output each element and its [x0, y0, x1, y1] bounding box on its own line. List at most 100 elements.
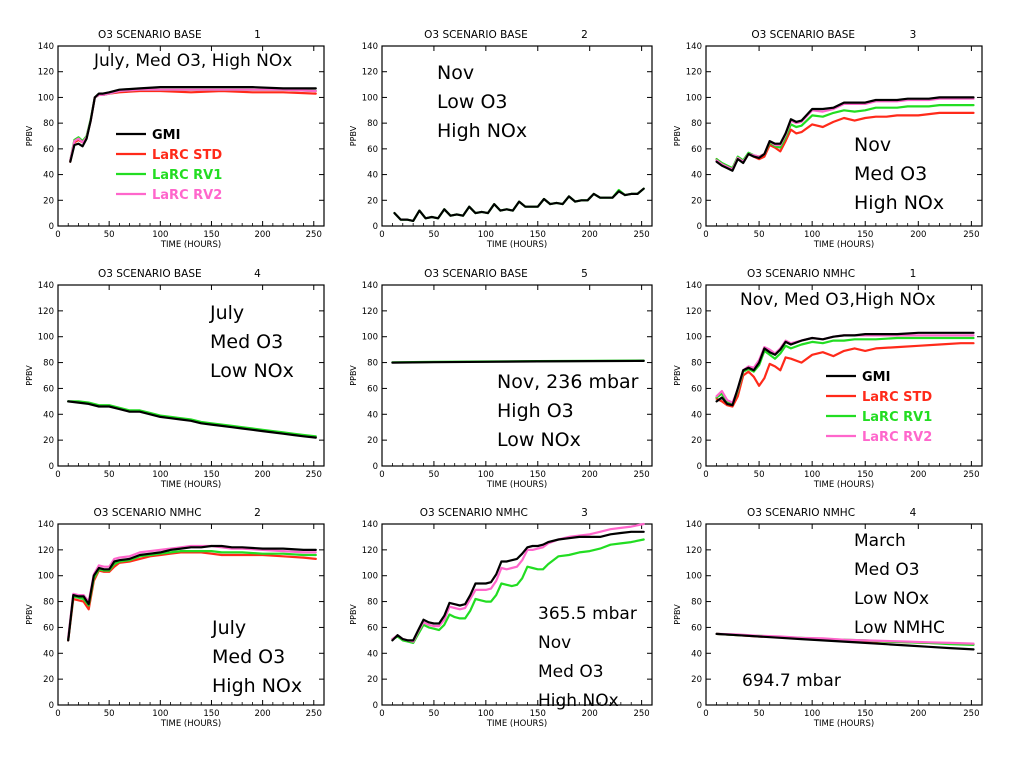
y-tick-label: 120: [362, 546, 378, 556]
legend-label: LaRC RV2: [862, 430, 932, 445]
y-tick-label: 140: [362, 520, 378, 530]
series-line-larc-std: [715, 342, 975, 408]
y-tick-label: 0: [697, 701, 702, 711]
x-tick-label: 200: [910, 709, 926, 719]
x-axis-label: TIME (HOURS): [160, 480, 221, 490]
annotation: Nov: [538, 633, 571, 653]
x-tick-label: 100: [152, 470, 168, 480]
y-tick-label: 100: [362, 93, 378, 103]
series-line-gmi: [715, 632, 975, 651]
annotation: High NOx: [538, 691, 619, 711]
x-tick-label: 100: [152, 709, 168, 719]
annotation: Nov, 236 mbar: [497, 371, 639, 393]
y-tick-label: 60: [43, 623, 54, 633]
y-tick-label: 0: [373, 222, 378, 232]
x-tick-label: 50: [429, 470, 440, 480]
x-axis-label: TIME (HOURS): [486, 480, 547, 490]
y-tick-label: 140: [362, 42, 378, 52]
x-tick-label: 150: [203, 470, 219, 480]
chart-title: O3 SCENARIO NMHC: [94, 507, 202, 519]
x-tick-label: 0: [379, 230, 384, 240]
x-tick-label: 50: [754, 470, 765, 480]
y-tick-label: 60: [367, 384, 378, 394]
annotation: Low NMHC: [854, 618, 945, 638]
annotation: 694.7 mbar: [742, 671, 841, 691]
series-line-larc-rv2: [67, 544, 317, 639]
legend-label: GMI: [152, 128, 180, 143]
chart-title: O3 SCENARIO NMHC: [420, 507, 528, 519]
y-tick-label: 80: [691, 598, 702, 608]
y-tick-label: 20: [367, 436, 378, 446]
y-tick-label: 60: [691, 145, 702, 155]
y-tick-label: 20: [43, 196, 54, 206]
y-tick-label: 20: [367, 196, 378, 206]
legend-label: LaRC RV2: [152, 188, 222, 203]
panel-number: 3: [910, 29, 917, 41]
y-axis-label: PPBV: [673, 125, 682, 146]
y-tick-label: 80: [691, 119, 702, 129]
annotation: 365.5 mbar: [538, 604, 637, 624]
y-tick-label: 100: [38, 93, 54, 103]
x-axis-label: TIME (HOURS): [813, 480, 874, 490]
series-line-larc-rv1: [391, 538, 645, 645]
chart-panel-8: O3 SCENARIO NMHC 3 0 20 40 60 80 100 120 140 0 50 10…: [349, 507, 653, 729]
x-tick-label: 0: [55, 709, 60, 719]
y-tick-label: 120: [686, 68, 702, 78]
panel-number: 2: [254, 507, 261, 519]
y-tick-label: 120: [362, 307, 378, 317]
panel-number: 2: [581, 29, 588, 41]
series-line-larc-rv2: [391, 522, 645, 643]
annotation: July: [211, 617, 246, 639]
annotation: High NOx: [854, 192, 944, 214]
annotation: July: [209, 302, 244, 324]
y-tick-label: 20: [367, 675, 378, 685]
y-tick-label: 40: [691, 171, 702, 181]
series-line-larc-rv1: [715, 336, 975, 405]
y-tick-label: 100: [38, 333, 54, 343]
x-tick-label: 250: [306, 230, 322, 240]
x-tick-label: 100: [152, 230, 168, 240]
chart-title: O3 SCENARIO BASE: [98, 29, 202, 41]
y-tick-label: 0: [373, 462, 378, 472]
x-tick-label: 50: [104, 470, 115, 480]
y-tick-label: 20: [43, 675, 54, 685]
legend-label: LaRC STD: [862, 390, 932, 405]
x-tick-label: 250: [633, 230, 649, 240]
y-tick-label: 60: [43, 145, 54, 155]
series-line-gmi: [391, 530, 645, 642]
chart-title: O3 SCENARIO NMHC: [747, 507, 855, 519]
y-tick-label: 140: [362, 281, 378, 291]
panel-number: 4: [910, 507, 917, 519]
series-line-gmi: [69, 85, 317, 163]
y-axis-label: PPBV: [25, 604, 34, 625]
series-line-gmi: [715, 96, 975, 172]
series-line-larc-std: [715, 111, 975, 170]
y-tick-label: 60: [367, 623, 378, 633]
series-line-larc-rv2: [69, 88, 317, 162]
panel-number: 3: [581, 507, 588, 519]
annotation: Med O3: [538, 662, 604, 682]
y-tick-label: 100: [686, 572, 702, 582]
x-tick-label: 200: [910, 230, 926, 240]
y-tick-label: 140: [686, 42, 702, 52]
y-axis-label: PPBV: [25, 365, 34, 386]
annotation: High O3: [497, 400, 574, 422]
y-tick-label: 100: [686, 93, 702, 103]
x-tick-label: 50: [104, 709, 115, 719]
annotation: Low O3: [437, 91, 508, 113]
y-tick-label: 80: [367, 359, 378, 369]
y-tick-label: 120: [686, 546, 702, 556]
y-tick-label: 0: [49, 701, 54, 711]
x-tick-label: 50: [754, 230, 765, 240]
x-tick-label: 200: [254, 230, 270, 240]
legend-label: LaRC RV1: [862, 410, 932, 425]
series-line-gmi: [391, 359, 645, 364]
y-tick-label: 60: [691, 623, 702, 633]
x-tick-label: 0: [703, 230, 708, 240]
annotation: Nov, Med O3,High NOx: [740, 290, 936, 310]
x-tick-label: 100: [478, 470, 494, 480]
panel-number: 1: [254, 29, 261, 41]
